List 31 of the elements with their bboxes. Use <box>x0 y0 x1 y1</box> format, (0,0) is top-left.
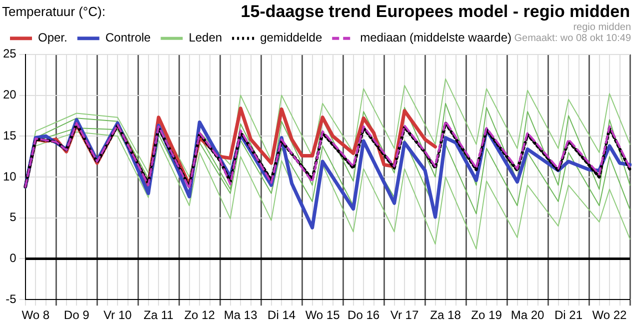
x-tick-label: Za 11 <box>144 308 174 322</box>
text: regio midden <box>572 22 631 33</box>
y-axis-title: Temperatuur (°C): <box>2 4 106 19</box>
y-tick-label: 20 <box>2 88 17 102</box>
x-tick-label: Do 9 <box>64 308 90 322</box>
legend-label: Oper. <box>38 30 68 45</box>
x-tick-label: Vr 17 <box>390 308 419 322</box>
legend-label: Controle <box>105 30 152 45</box>
x-tick-label: Ma 13 <box>224 308 258 322</box>
chart-title: 15-daagse trend Europees model - regio midden <box>240 2 630 21</box>
y-tick-label: 10 <box>2 169 17 184</box>
x-tick-label: Vr 10 <box>103 308 132 322</box>
x-tick-label: Wo 15 <box>305 308 340 322</box>
x-tick-label: Wo 8 <box>22 308 50 322</box>
x-tick-label: Di 14 <box>268 308 296 322</box>
legend-label: Leden <box>188 30 222 45</box>
y-tick-label: 15 <box>2 128 17 142</box>
x-tick-label: Ma 20 <box>510 308 545 322</box>
x-tick-label: Di 21 <box>554 308 583 322</box>
text: Gemaakt: wo 08 okt 10:49 <box>514 33 631 44</box>
x-tick-label: Wo 22 <box>592 308 628 322</box>
y-tick-label: 0 <box>10 251 17 266</box>
legend-label: mediaan (middelste waarde) <box>360 30 512 45</box>
y-tick-label: -5 <box>6 292 17 306</box>
x-tick-label: Zo 19 <box>471 308 502 322</box>
legend-label: gemiddelde <box>260 30 322 45</box>
x-tick-label: Zo 12 <box>184 308 216 322</box>
x-tick-label: Za 18 <box>430 308 462 322</box>
y-tick-label: 25 <box>2 46 17 61</box>
x-tick-label: Do 16 <box>348 308 380 322</box>
y-tick-label: 5 <box>10 210 17 224</box>
